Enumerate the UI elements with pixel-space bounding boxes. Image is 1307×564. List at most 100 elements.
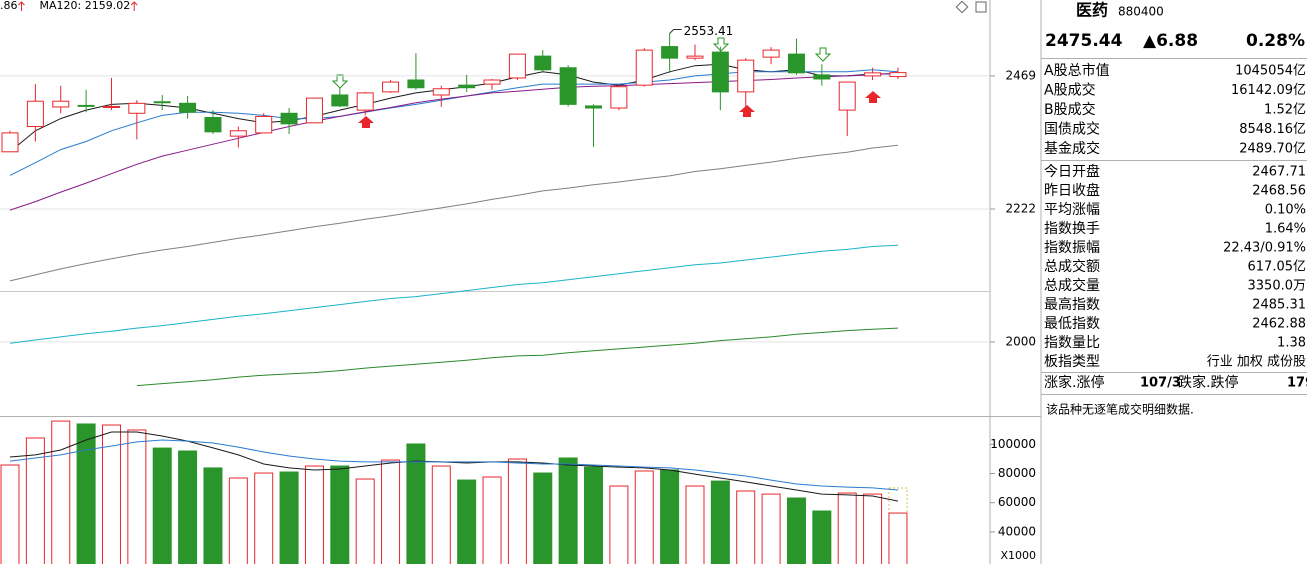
- field-label: 板指类型: [1044, 354, 1100, 370]
- volume-bar: [482, 476, 502, 564]
- price-change-pct: 0.28%: [1246, 31, 1305, 51]
- field-value: 3350.0万: [1248, 279, 1307, 294]
- candle-body: [382, 81, 400, 93]
- field-label: 今日开盘: [1044, 163, 1100, 180]
- candle-body: [280, 112, 298, 125]
- unit-label: X1000: [1000, 549, 1036, 562]
- buy-signal: [865, 91, 881, 103]
- volume-bar: [710, 480, 730, 564]
- candle-body: [255, 115, 273, 134]
- max-leader: [669, 28, 682, 34]
- candle-body: [229, 130, 247, 137]
- ma-line: [9, 439, 899, 491]
- candle-body: [610, 86, 628, 109]
- field-value: 1.52亿: [1264, 103, 1306, 118]
- candle-body: [813, 74, 831, 80]
- limit-up-value: 107/3: [1140, 376, 1181, 391]
- volume-bar: [406, 443, 426, 564]
- ma-line: [9, 244, 899, 344]
- price-change: ▲6.88: [1143, 31, 1198, 51]
- field-label: 昨日收盘: [1044, 182, 1100, 199]
- field-label: 总成交额: [1044, 258, 1100, 275]
- candle-body: [864, 72, 882, 77]
- limit-down-label: 跌家.跌停: [1178, 374, 1238, 391]
- y-tick-label: 2469: [1005, 68, 1036, 82]
- volume-bar: [51, 420, 71, 564]
- volume-bar: [279, 471, 299, 564]
- candle-body: [52, 100, 70, 108]
- field-label: 总成交量: [1044, 277, 1100, 294]
- volume-bar: [507, 458, 527, 564]
- candle-body: [26, 100, 44, 128]
- volume-bar: [304, 465, 324, 564]
- y-tick-label: 100000: [990, 437, 1036, 451]
- volume-chart: 100000 80000 60000 40000 X1000: [0, 420, 1036, 564]
- field-label: 指数量比: [1044, 335, 1100, 351]
- candle-body: [838, 81, 856, 111]
- candle-body: [787, 53, 805, 74]
- volume-bar: [457, 479, 477, 564]
- volume-bar: [736, 490, 756, 564]
- candle-body: [483, 79, 501, 85]
- candle-body: [508, 53, 526, 79]
- candle-body: [77, 104, 95, 107]
- y-tick-label: 2000: [1005, 334, 1036, 348]
- volume-bar: [203, 467, 223, 564]
- volume-bar: [127, 429, 147, 564]
- y-tick-label: 2222: [1005, 201, 1036, 215]
- candle-body: [661, 46, 679, 59]
- limit-down-value: 179/0: [1287, 376, 1307, 391]
- field-value: 2467.71: [1252, 165, 1306, 180]
- candle-body: [179, 102, 197, 113]
- candle-body: [737, 59, 755, 93]
- volume-bar: [863, 493, 883, 564]
- field-label: 平均涨幅: [1044, 202, 1100, 218]
- field-value: 行业 加权 成份股: [1207, 354, 1306, 370]
- y-tick-label: 40000: [998, 524, 1036, 538]
- signals: [331, 37, 881, 128]
- candle-body: [356, 92, 374, 111]
- volume-bar: [0, 464, 20, 564]
- volume-bar: [355, 478, 375, 564]
- legend-label: MA120: 2159.02: [40, 0, 131, 12]
- field-value: 16142.09亿: [1231, 83, 1306, 98]
- candle-body: [204, 117, 222, 133]
- candle-body: [559, 67, 577, 105]
- note: 该品种无逐笔成交明细数据.: [1046, 402, 1194, 417]
- last-price: 2475.44: [1045, 31, 1123, 51]
- quote-panel: 医药 880400 2475.44 ▲6.88 0.28% 涨家.涨停 107/…: [1044, 1, 1307, 417]
- volume-bar: [381, 459, 401, 564]
- volume-bar: [812, 510, 832, 564]
- field-value: 1045054亿: [1235, 64, 1306, 79]
- sell-signal: [712, 37, 730, 52]
- candle-body: [102, 105, 120, 108]
- volume-bar: [660, 469, 680, 564]
- volume-bar: [431, 465, 451, 564]
- field-label: 最低指数: [1044, 316, 1100, 332]
- volume-bar: [25, 437, 45, 564]
- field-value: 8548.16亿: [1239, 122, 1306, 137]
- field-value: 22.43/0.91%: [1223, 241, 1306, 256]
- ma-line: [136, 327, 899, 387]
- candle-body: [534, 55, 552, 71]
- legend-label: .86: [0, 0, 18, 12]
- buy-signal: [739, 105, 755, 117]
- field-label: A股总市值: [1044, 62, 1110, 79]
- field-value: 0.10%: [1265, 203, 1306, 218]
- volume-bar: [584, 466, 604, 564]
- volume-bar: [761, 493, 781, 564]
- volume-bar: [609, 485, 629, 564]
- candle-body: [585, 105, 603, 109]
- field-value: 2468.56: [1252, 184, 1306, 199]
- price-chart: 2469 2222 2000 2553.41 .86 MA120: 2159.02: [0, 0, 1036, 387]
- volume-bar: [786, 497, 806, 564]
- volume-bar: [888, 512, 908, 564]
- icon-window[interactable]: [975, 1, 987, 13]
- candle-body: [128, 102, 146, 114]
- field-label: B股成交: [1044, 101, 1096, 118]
- volume-bar: [837, 492, 857, 564]
- field-value: 1.64%: [1265, 222, 1306, 237]
- icon-diamond[interactable]: [955, 0, 969, 14]
